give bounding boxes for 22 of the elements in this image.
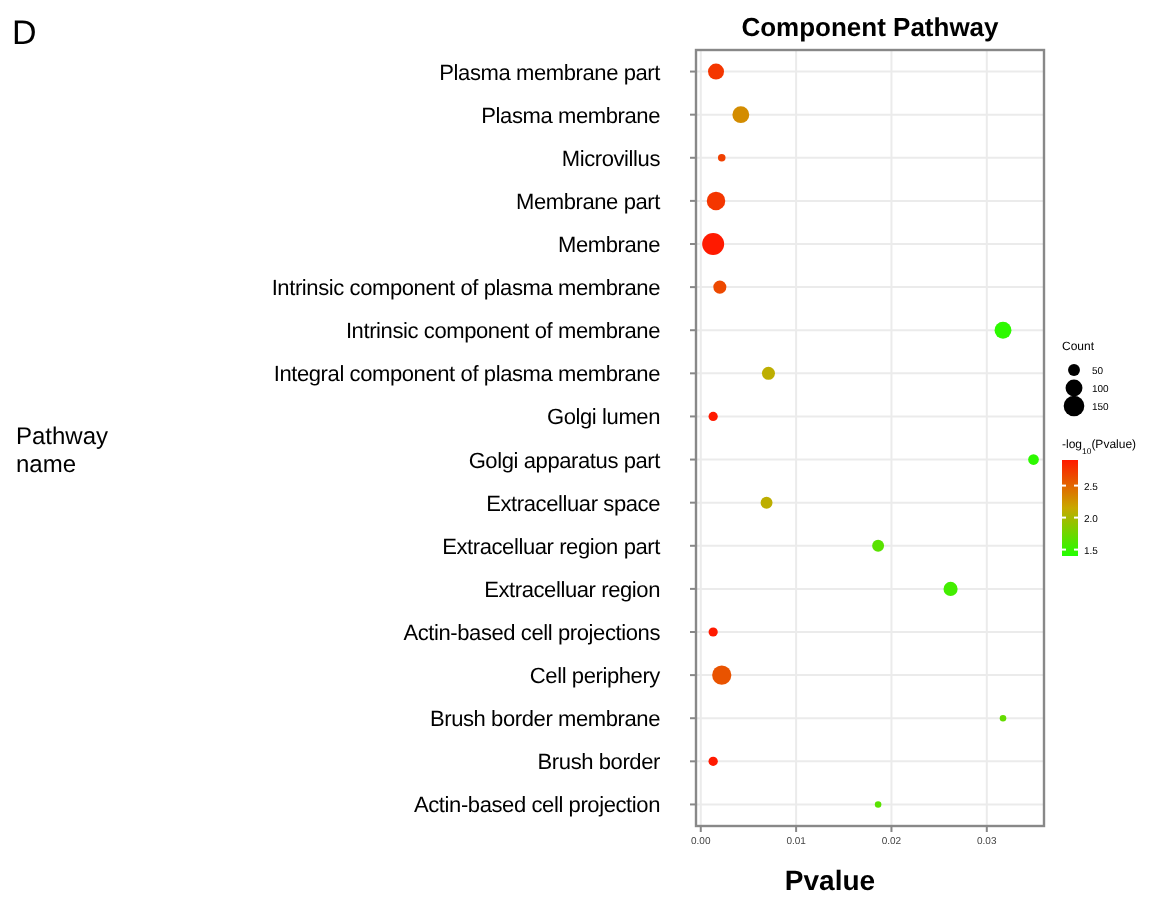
y-tick-label: Membrane part xyxy=(516,190,661,215)
y-tick-label: Integral component of plasma membrane xyxy=(273,363,661,388)
y-tick-label: Actin-based cell projections xyxy=(403,622,662,646)
y-tick-label: Membrane xyxy=(558,234,661,258)
y-tick-label: Plasma membrane xyxy=(481,104,661,129)
y-tick-label: Golgi apparatus part xyxy=(468,449,661,474)
y-tick-label: Intrinsic component of membrane xyxy=(345,320,661,345)
y-tick-label: Extracelluar region xyxy=(484,578,661,603)
text: D xyxy=(12,14,37,52)
y-tick-label: Brush border membrane xyxy=(429,708,661,733)
y-tick-label: Plasma membrane part xyxy=(439,61,661,86)
x-axis-title: Pvalue xyxy=(784,864,876,896)
text: Pathway name xyxy=(16,422,109,478)
y-tick-label: Intrinsic component of plasma membrane xyxy=(271,277,661,302)
y-tick-label: Extracelluar region part xyxy=(442,535,661,560)
y-tick-label: Brush border xyxy=(537,751,662,776)
chart-title: Component Pathway xyxy=(741,12,1001,42)
y-tick-label: Cell periphery xyxy=(529,665,662,690)
y-tick-label: Microvillus xyxy=(561,147,662,172)
y-tick-label: Actin-based cell projection xyxy=(413,794,661,819)
y-tick-label: Extracelluar space xyxy=(486,492,661,517)
y-tick-label: Golgi lumen xyxy=(547,406,661,431)
